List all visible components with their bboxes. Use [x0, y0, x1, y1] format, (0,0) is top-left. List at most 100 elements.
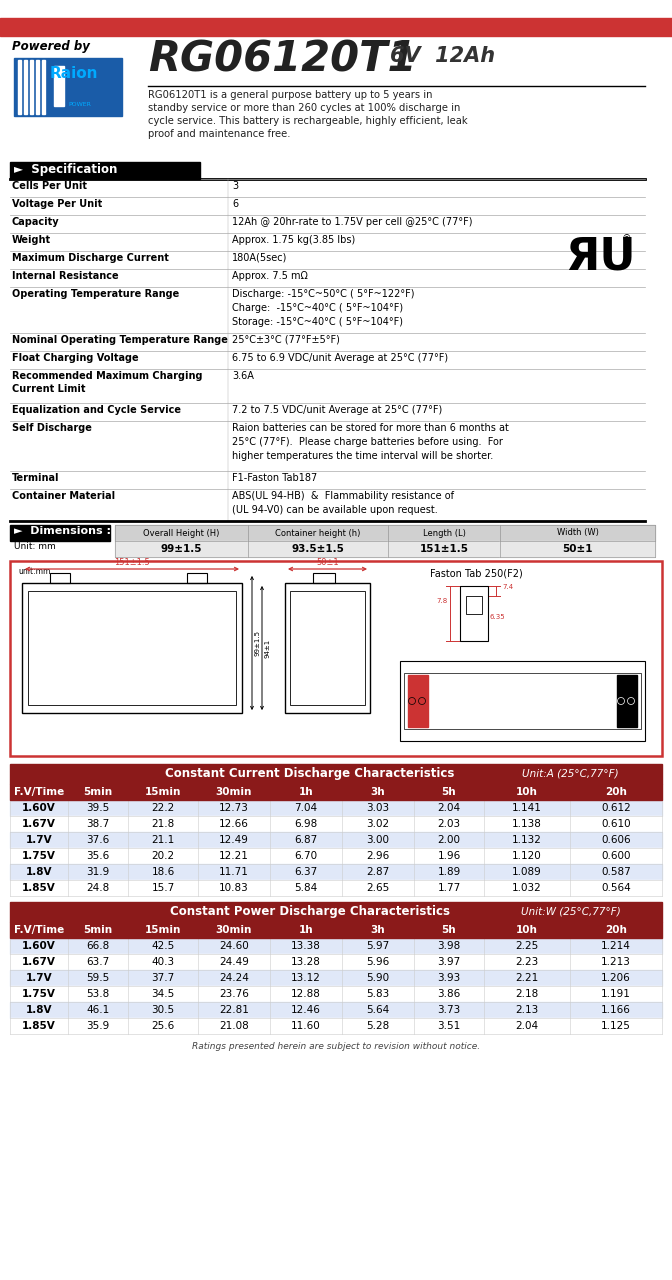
Text: 1.7V: 1.7V	[26, 973, 52, 983]
Text: 23.76: 23.76	[219, 989, 249, 998]
Text: ЯU: ЯU	[564, 236, 635, 279]
Text: 10h: 10h	[516, 787, 538, 797]
Text: 3.51: 3.51	[437, 1021, 460, 1030]
Text: 2.13: 2.13	[515, 1005, 539, 1015]
Text: 99±1.5: 99±1.5	[255, 630, 261, 655]
Text: 1.138: 1.138	[512, 819, 542, 829]
Text: 1.75V: 1.75V	[22, 851, 56, 861]
Text: 2.23: 2.23	[515, 957, 539, 966]
Text: RG06120T1: RG06120T1	[148, 38, 417, 79]
Bar	[466, 596, 482, 614]
Bar	[10, 970, 662, 986]
Text: 5min: 5min	[83, 787, 113, 797]
Text: 1.132: 1.132	[512, 835, 542, 845]
Text: proof and maintenance free.: proof and maintenance free.	[148, 129, 290, 140]
Text: 3.03: 3.03	[366, 803, 390, 813]
Bar	[10, 1002, 662, 1018]
Text: Container Material: Container Material	[12, 492, 115, 500]
Text: 0.612: 0.612	[601, 803, 631, 813]
Text: 2.87: 2.87	[366, 867, 390, 877]
Text: F1-Faston Tab187: F1-Faston Tab187	[232, 474, 317, 483]
Bar	[10, 817, 662, 832]
Text: 1.141: 1.141	[512, 803, 542, 813]
Bar	[10, 163, 200, 179]
Text: Constant Power Discharge Characteristics: Constant Power Discharge Characteristics	[170, 905, 450, 919]
Text: 5.96: 5.96	[366, 957, 390, 966]
Text: Length (L): Length (L)	[423, 529, 466, 538]
Text: 6.87: 6.87	[294, 835, 318, 845]
Bar	[10, 922, 662, 938]
Bar	[248, 525, 388, 541]
Text: 6.98: 6.98	[294, 819, 318, 829]
Text: 1.120: 1.120	[512, 851, 542, 861]
Bar	[42, 60, 45, 114]
Text: Internal Resistance: Internal Resistance	[12, 271, 119, 282]
Text: 3.02: 3.02	[366, 819, 390, 829]
Text: 1.166: 1.166	[601, 1005, 631, 1015]
Text: 1.96: 1.96	[437, 851, 460, 861]
Text: 1.8V: 1.8V	[26, 1005, 52, 1015]
Text: 24.24: 24.24	[219, 973, 249, 983]
Text: Discharge: -15°C~50°C ( 5°F~122°F)
Charge:  -15°C~40°C ( 5°F~104°F)
Storage: -15: Discharge: -15°C~50°C ( 5°F~122°F) Charg…	[232, 289, 415, 326]
Bar	[10, 986, 662, 1002]
Text: 20h: 20h	[605, 787, 627, 797]
Text: Faston Tab 250(F2): Faston Tab 250(F2)	[430, 570, 523, 579]
Text: 1.77: 1.77	[437, 883, 460, 893]
Text: cycle service. This battery is rechargeable, highly efficient, leak: cycle service. This battery is rechargea…	[148, 116, 468, 125]
Text: Float Charging Voltage: Float Charging Voltage	[12, 353, 138, 364]
Bar	[617, 675, 637, 727]
Text: F.V/Time: F.V/Time	[14, 925, 64, 934]
Bar	[388, 541, 500, 557]
Bar	[10, 561, 662, 756]
Bar	[10, 783, 662, 800]
Text: 30min: 30min	[216, 925, 252, 934]
Text: Operating Temperature Range: Operating Temperature Range	[12, 289, 179, 300]
Text: 38.7: 38.7	[87, 819, 110, 829]
Text: 20h: 20h	[605, 925, 627, 934]
Text: 2.03: 2.03	[437, 819, 460, 829]
Text: 3.6A: 3.6A	[232, 371, 254, 381]
Text: 6: 6	[232, 198, 238, 209]
Text: 3.93: 3.93	[437, 973, 460, 983]
Bar	[18, 60, 21, 114]
Text: 12.88: 12.88	[291, 989, 321, 998]
Text: 0.610: 0.610	[601, 819, 631, 829]
Text: Powered by: Powered by	[12, 40, 90, 52]
Text: 30min: 30min	[216, 787, 252, 797]
Text: 37.6: 37.6	[87, 835, 110, 845]
Text: 22.2: 22.2	[151, 803, 175, 813]
Text: 10h: 10h	[516, 925, 538, 934]
Text: Recommended Maximum Charging
Current Limit: Recommended Maximum Charging Current Lim…	[12, 371, 202, 394]
Text: 1.89: 1.89	[437, 867, 460, 877]
Text: 15min: 15min	[144, 787, 181, 797]
Bar	[0, 0, 672, 18]
Bar	[24, 60, 27, 114]
Text: 35.9: 35.9	[87, 1021, 110, 1030]
Text: 13.38: 13.38	[291, 941, 321, 951]
Text: 50±1: 50±1	[562, 544, 593, 554]
Text: ABS(UL 94-HB)  &  Flammability resistance of
(UL 94-V0) can be available upon re: ABS(UL 94-HB) & Flammability resistance …	[232, 492, 454, 515]
Bar	[30, 60, 33, 114]
Text: 42.5: 42.5	[151, 941, 175, 951]
Text: Self Discharge: Self Discharge	[12, 422, 92, 433]
Text: 1h: 1h	[298, 787, 313, 797]
Bar	[0, 18, 672, 36]
Text: 21.08: 21.08	[219, 1021, 249, 1030]
Text: 25.6: 25.6	[151, 1021, 175, 1030]
Text: Nominal Operating Temperature Range: Nominal Operating Temperature Range	[12, 335, 228, 346]
Text: 10.83: 10.83	[219, 883, 249, 893]
Text: 1.8V: 1.8V	[26, 867, 52, 877]
Bar	[460, 586, 488, 641]
Text: 22.81: 22.81	[219, 1005, 249, 1015]
Text: POWER: POWER	[68, 102, 91, 108]
Text: ⓊŁ: ⓊŁ	[578, 242, 580, 243]
Text: 2.18: 2.18	[515, 989, 539, 998]
Text: 66.8: 66.8	[87, 941, 110, 951]
Text: 5h: 5h	[442, 925, 456, 934]
Text: Unit: mm: Unit: mm	[14, 541, 56, 550]
Text: 0.600: 0.600	[601, 851, 631, 861]
Text: 5h: 5h	[442, 787, 456, 797]
Text: 7.2 to 7.5 VDC/unit Average at 25°C (77°F): 7.2 to 7.5 VDC/unit Average at 25°C (77°…	[232, 404, 442, 415]
Text: 1.125: 1.125	[601, 1021, 631, 1030]
Text: Approx. 7.5 mΩ: Approx. 7.5 mΩ	[232, 271, 308, 282]
